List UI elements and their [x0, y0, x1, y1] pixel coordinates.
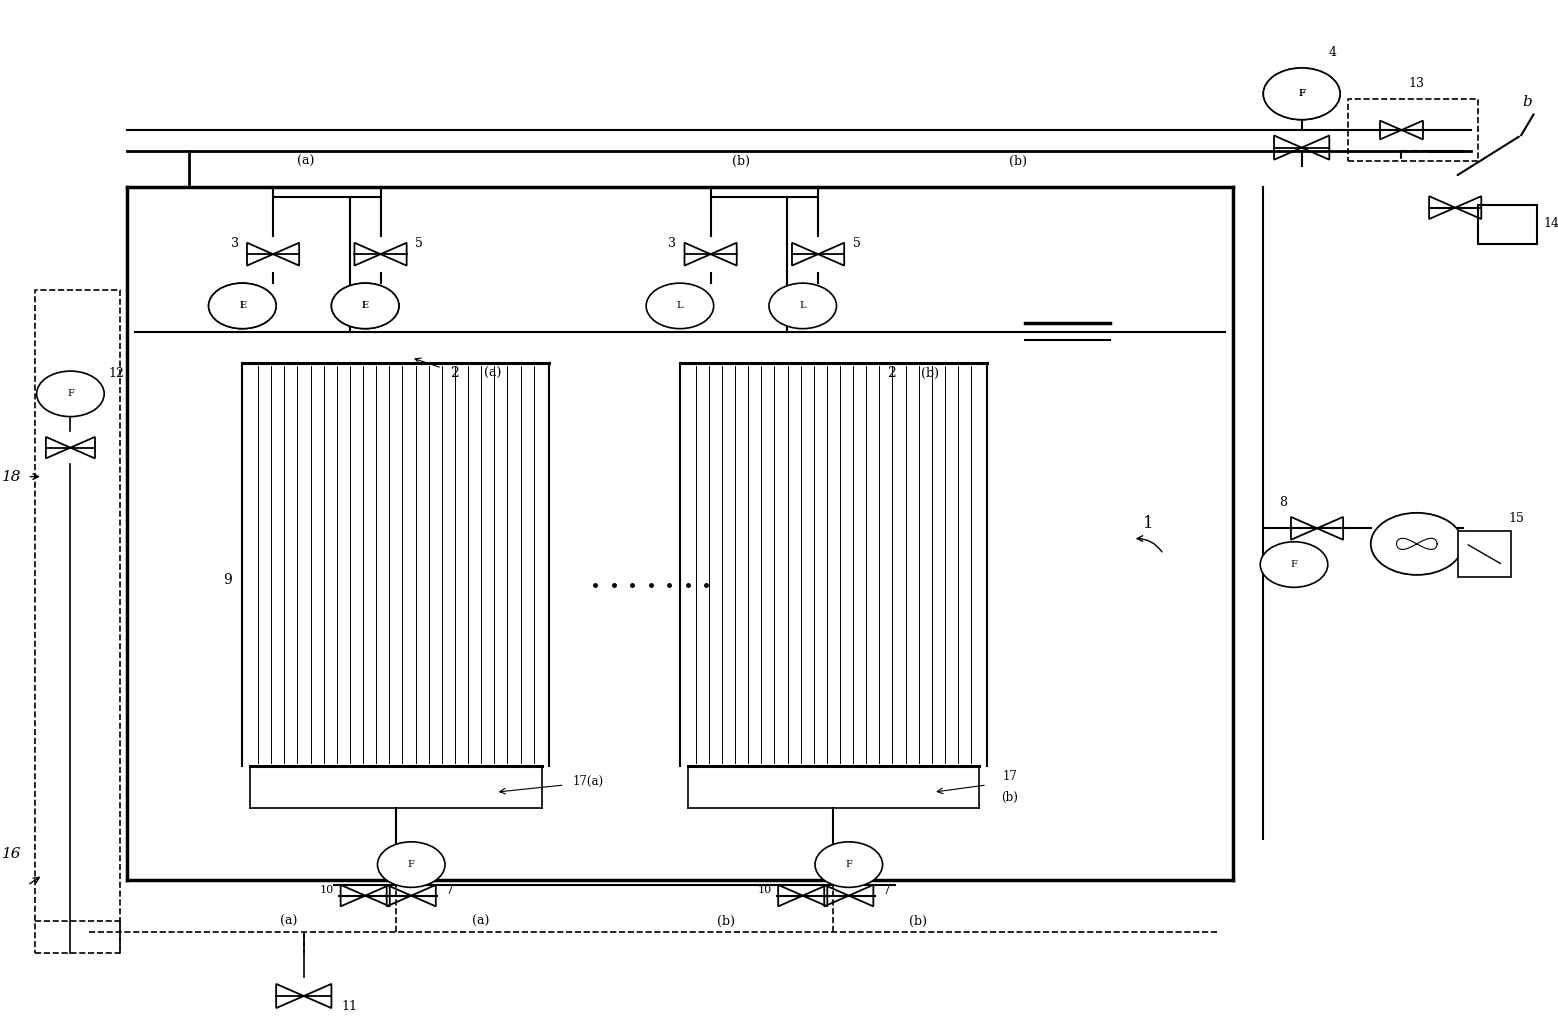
Circle shape — [377, 842, 446, 888]
Text: L: L — [361, 301, 369, 311]
Text: 12: 12 — [109, 367, 125, 379]
Text: (a): (a) — [485, 367, 502, 379]
Text: (b): (b) — [1002, 790, 1019, 804]
Circle shape — [770, 283, 837, 328]
Text: 3: 3 — [231, 237, 238, 251]
Text: 10: 10 — [757, 886, 771, 895]
Text: L: L — [238, 301, 246, 311]
Circle shape — [647, 283, 714, 328]
Text: 11: 11 — [341, 1000, 358, 1013]
Text: 2: 2 — [450, 366, 458, 380]
Text: 5: 5 — [852, 237, 860, 251]
Text: 10: 10 — [319, 886, 333, 895]
Text: (a): (a) — [296, 154, 315, 168]
Text: (b): (b) — [908, 915, 927, 928]
Circle shape — [1260, 542, 1327, 587]
Text: F: F — [1290, 560, 1298, 569]
Text: 5: 5 — [414, 237, 422, 251]
Text: (b): (b) — [921, 367, 939, 379]
Text: F: F — [408, 860, 414, 869]
Text: 2: 2 — [888, 366, 896, 380]
Bar — [1458, 530, 1511, 577]
Circle shape — [332, 283, 399, 328]
Bar — [1479, 204, 1536, 243]
Text: F: F — [846, 860, 852, 869]
Text: F: F — [238, 301, 246, 311]
Circle shape — [209, 283, 276, 328]
Circle shape — [815, 842, 882, 888]
Text: L: L — [676, 301, 684, 311]
Text: 17: 17 — [1002, 770, 1017, 783]
Text: 4: 4 — [1329, 46, 1337, 59]
Circle shape — [37, 371, 104, 416]
Text: F: F — [67, 390, 73, 399]
Circle shape — [1264, 68, 1340, 120]
Text: 16: 16 — [2, 847, 22, 861]
Text: 18: 18 — [2, 469, 22, 484]
Text: 7: 7 — [883, 884, 891, 897]
Text: 13: 13 — [1408, 77, 1426, 90]
Text: F: F — [361, 301, 369, 311]
Text: 14: 14 — [1544, 217, 1558, 230]
Text: b: b — [1522, 95, 1532, 109]
Text: (b): (b) — [717, 915, 735, 928]
Circle shape — [209, 283, 276, 328]
Text: 7: 7 — [446, 884, 453, 897]
Text: 9: 9 — [223, 573, 232, 587]
Text: F: F — [1298, 89, 1306, 98]
Text: F: F — [1298, 89, 1306, 98]
Circle shape — [1371, 513, 1463, 575]
Text: (a): (a) — [472, 915, 489, 928]
Text: (a): (a) — [280, 915, 298, 928]
Text: 17(a): 17(a) — [572, 775, 603, 788]
Text: 3: 3 — [668, 237, 676, 251]
Circle shape — [1264, 68, 1340, 120]
Text: L: L — [240, 301, 245, 310]
Text: (b): (b) — [1008, 154, 1027, 168]
Text: 8: 8 — [1279, 496, 1287, 509]
Circle shape — [332, 283, 399, 328]
Text: 1: 1 — [1144, 515, 1153, 531]
Text: L: L — [799, 301, 805, 311]
Text: (b): (b) — [732, 154, 751, 168]
Text: 15: 15 — [1508, 512, 1525, 524]
